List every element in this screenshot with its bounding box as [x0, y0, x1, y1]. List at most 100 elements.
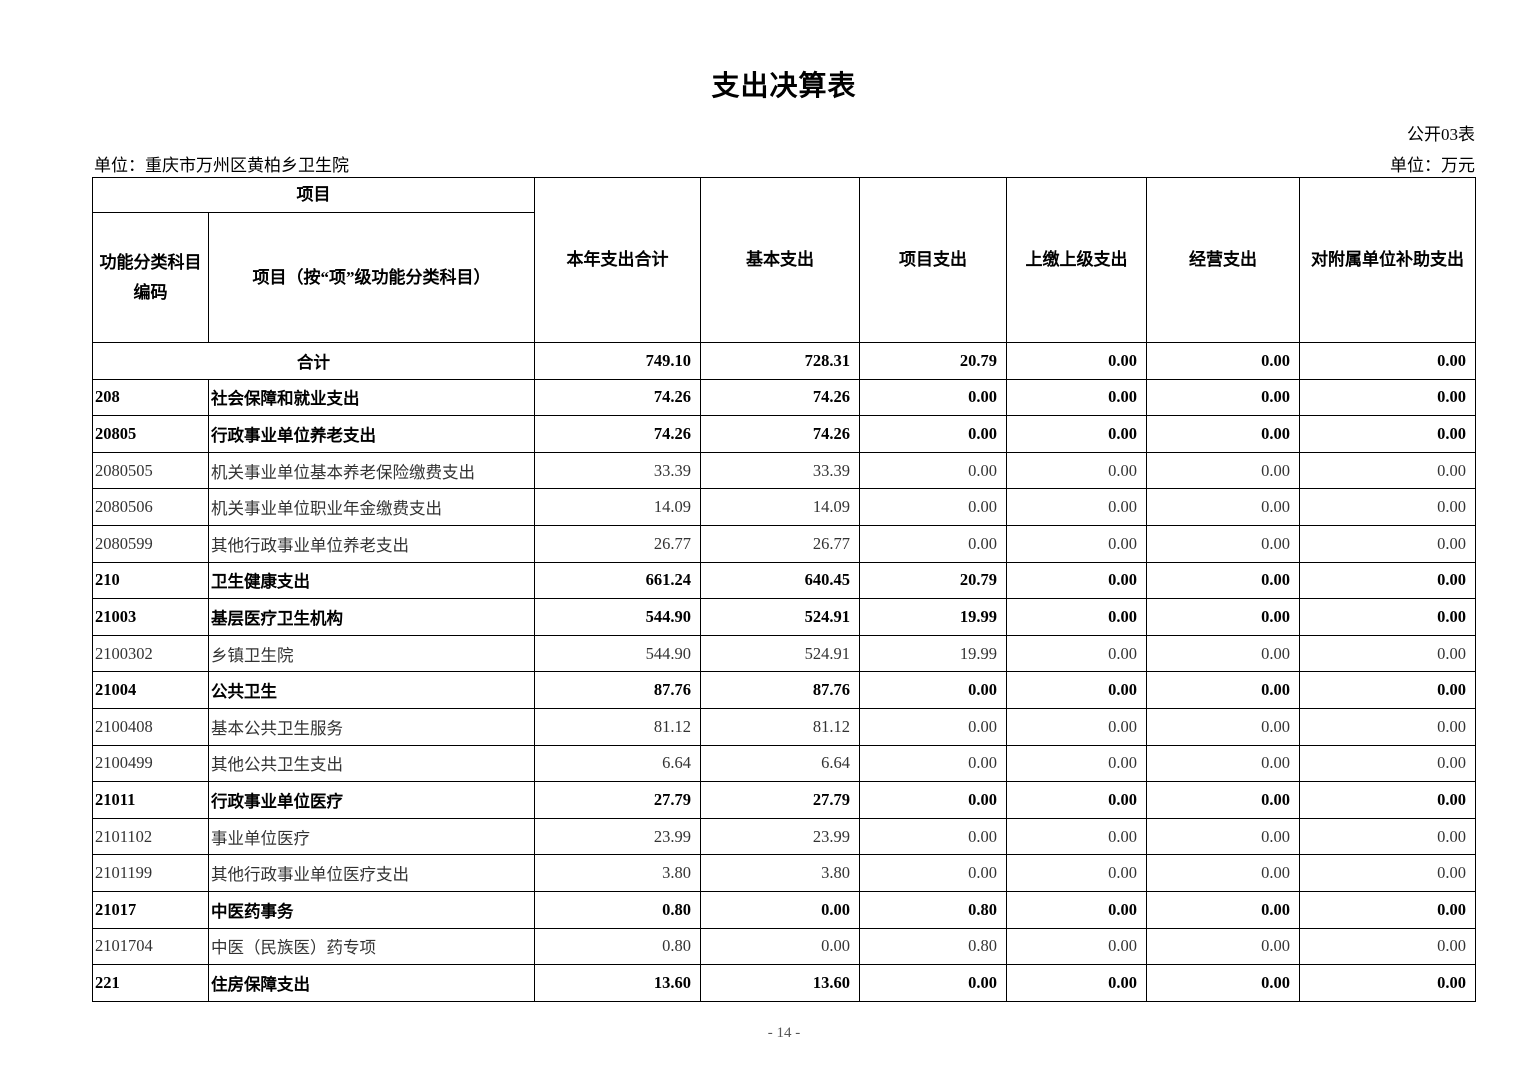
header-code: 功能分类科目编码	[92, 212, 209, 343]
header-col: 项目支出	[859, 177, 1007, 343]
total-value: 0.00	[1006, 342, 1147, 380]
row-value: 0.00	[1299, 634, 1476, 673]
row-value: 0.00	[1299, 890, 1476, 929]
table-row: 2080506 机关事业单位职业年金缴费支出 14.09 14.09 0.00 0.00 0…	[92, 488, 1476, 526]
row-value: 0.00	[1006, 415, 1147, 453]
total-value: 0.00	[1299, 342, 1476, 380]
row-value: 0.00	[859, 707, 1007, 746]
row-name: 行政事业单位养老支出	[208, 415, 535, 453]
row-value: 0.00	[1299, 781, 1476, 819]
row-value: 0.00	[1006, 524, 1147, 563]
row-value: 0.00	[859, 744, 1007, 783]
row-value: 544.90	[534, 598, 701, 636]
row-value: 0.00	[1006, 964, 1147, 1002]
row-value: 0.00	[1146, 927, 1300, 966]
row-value: 0.80	[859, 890, 1007, 929]
row-value: 0.00	[1299, 671, 1476, 709]
header-name: 项目（按“项”级功能分类科目）	[208, 212, 535, 343]
row-name: 卫生健康支出	[208, 561, 535, 600]
row-value: 26.77	[534, 524, 701, 563]
row-value: 0.00	[1006, 707, 1147, 746]
row-value: 0.00	[1006, 781, 1147, 819]
row-value: 0.00	[1299, 707, 1476, 746]
table-row: 2100408 基本公共卫生服务 81.12 81.12 0.00 0.00 0.00 0.0…	[92, 707, 1476, 746]
row-value: 23.99	[534, 817, 701, 856]
row-value: 0.00	[1299, 927, 1476, 966]
row-value: 0.00	[700, 890, 860, 929]
unit-organization: 单位：重庆市万州区黄柏乡卫生院	[94, 156, 349, 175]
row-name: 中医（民族医）药专项	[208, 927, 535, 966]
table-row: 21011 行政事业单位医疗 27.79 27.79 0.00 0.00 0.00 0.00	[92, 781, 1476, 819]
row-value: 6.64	[700, 744, 860, 783]
row-code: 2080505	[92, 451, 209, 490]
row-value: 0.00	[1299, 561, 1476, 600]
header-col: 经营支出	[1146, 177, 1300, 343]
row-code: 21017	[92, 890, 209, 929]
row-name: 中医药事务	[208, 890, 535, 929]
row-value: 27.79	[700, 781, 860, 819]
row-value: 0.00	[1146, 707, 1300, 746]
row-name: 乡镇卫生院	[208, 634, 535, 673]
table-row: 21017 中医药事务 0.80 0.00 0.80 0.00 0.00 0.00	[92, 890, 1476, 929]
row-code: 221	[92, 964, 209, 1002]
row-value: 0.00	[1006, 561, 1147, 600]
row-code: 208	[92, 378, 209, 417]
row-code: 2100302	[92, 634, 209, 673]
table-row: 2100499 其他公共卫生支出 6.64 6.64 0.00 0.00 0.00 0.00	[92, 744, 1476, 783]
row-value: 544.90	[534, 634, 701, 673]
total-label: 合计	[92, 342, 535, 380]
row-value: 0.00	[1146, 964, 1300, 1002]
row-value: 0.00	[859, 488, 1007, 526]
row-value: 0.00	[1006, 488, 1147, 526]
row-value: 20.79	[859, 561, 1007, 600]
row-value: 0.00	[1146, 378, 1300, 417]
row-value: 0.00	[1299, 524, 1476, 563]
row-value: 0.00	[1146, 415, 1300, 453]
row-code: 2101199	[92, 854, 209, 892]
total-value: 749.10	[534, 342, 701, 380]
table-row: 221 住房保障支出 13.60 13.60 0.00 0.00 0.00 0.00	[92, 964, 1476, 1002]
row-value: 0.00	[1299, 451, 1476, 490]
row-name: 其他行政事业单位养老支出	[208, 524, 535, 563]
header-project: 项目	[92, 177, 535, 213]
row-value: 26.77	[700, 524, 860, 563]
row-value: 3.80	[700, 854, 860, 892]
row-code: 21003	[92, 598, 209, 636]
row-value: 0.00	[1006, 671, 1147, 709]
row-value: 6.64	[534, 744, 701, 783]
header-col: 对附属单位补助支出	[1299, 177, 1476, 343]
table-row: 2101704 中医（民族医）药专项 0.80 0.00 0.80 0.00 0.00 0.0…	[92, 927, 1476, 966]
row-value: 87.76	[700, 671, 860, 709]
row-value: 0.00	[859, 451, 1007, 490]
table-row: 21004 公共卫生 87.76 87.76 0.00 0.00 0.00 0.00	[92, 671, 1476, 709]
row-value: 0.80	[859, 927, 1007, 966]
row-value: 0.00	[859, 781, 1007, 819]
row-code: 2101704	[92, 927, 209, 966]
row-value: 0.00	[1006, 598, 1147, 636]
row-value: 661.24	[534, 561, 701, 600]
row-value: 0.00	[1146, 671, 1300, 709]
row-value: 0.00	[859, 671, 1007, 709]
row-name: 机关事业单位基本养老保险缴费支出	[208, 451, 535, 490]
row-name: 其他公共卫生支出	[208, 744, 535, 783]
row-value: 0.00	[1006, 927, 1147, 966]
row-value: 0.00	[1146, 598, 1300, 636]
total-value: 728.31	[700, 342, 860, 380]
table-row: 2080505 机关事业单位基本养老保险缴费支出 33.39 33.39 0.00 0.0…	[92, 451, 1476, 490]
header-col: 本年支出合计	[534, 177, 701, 343]
row-value: 0.00	[859, 817, 1007, 856]
row-value: 0.00	[1299, 415, 1476, 453]
row-value: 0.00	[1146, 634, 1300, 673]
row-value: 14.09	[700, 488, 860, 526]
row-name: 其他行政事业单位医疗支出	[208, 854, 535, 892]
row-value: 0.00	[1006, 634, 1147, 673]
row-value: 0.00	[1006, 817, 1147, 856]
row-value: 27.79	[534, 781, 701, 819]
row-value: 74.26	[534, 415, 701, 453]
total-value: 20.79	[859, 342, 1007, 380]
row-value: 13.60	[534, 964, 701, 1002]
row-code: 2100499	[92, 744, 209, 783]
row-value: 0.00	[859, 854, 1007, 892]
table-row: 20805 行政事业单位养老支出 74.26 74.26 0.00 0.00 0.00 0.0…	[92, 415, 1476, 453]
